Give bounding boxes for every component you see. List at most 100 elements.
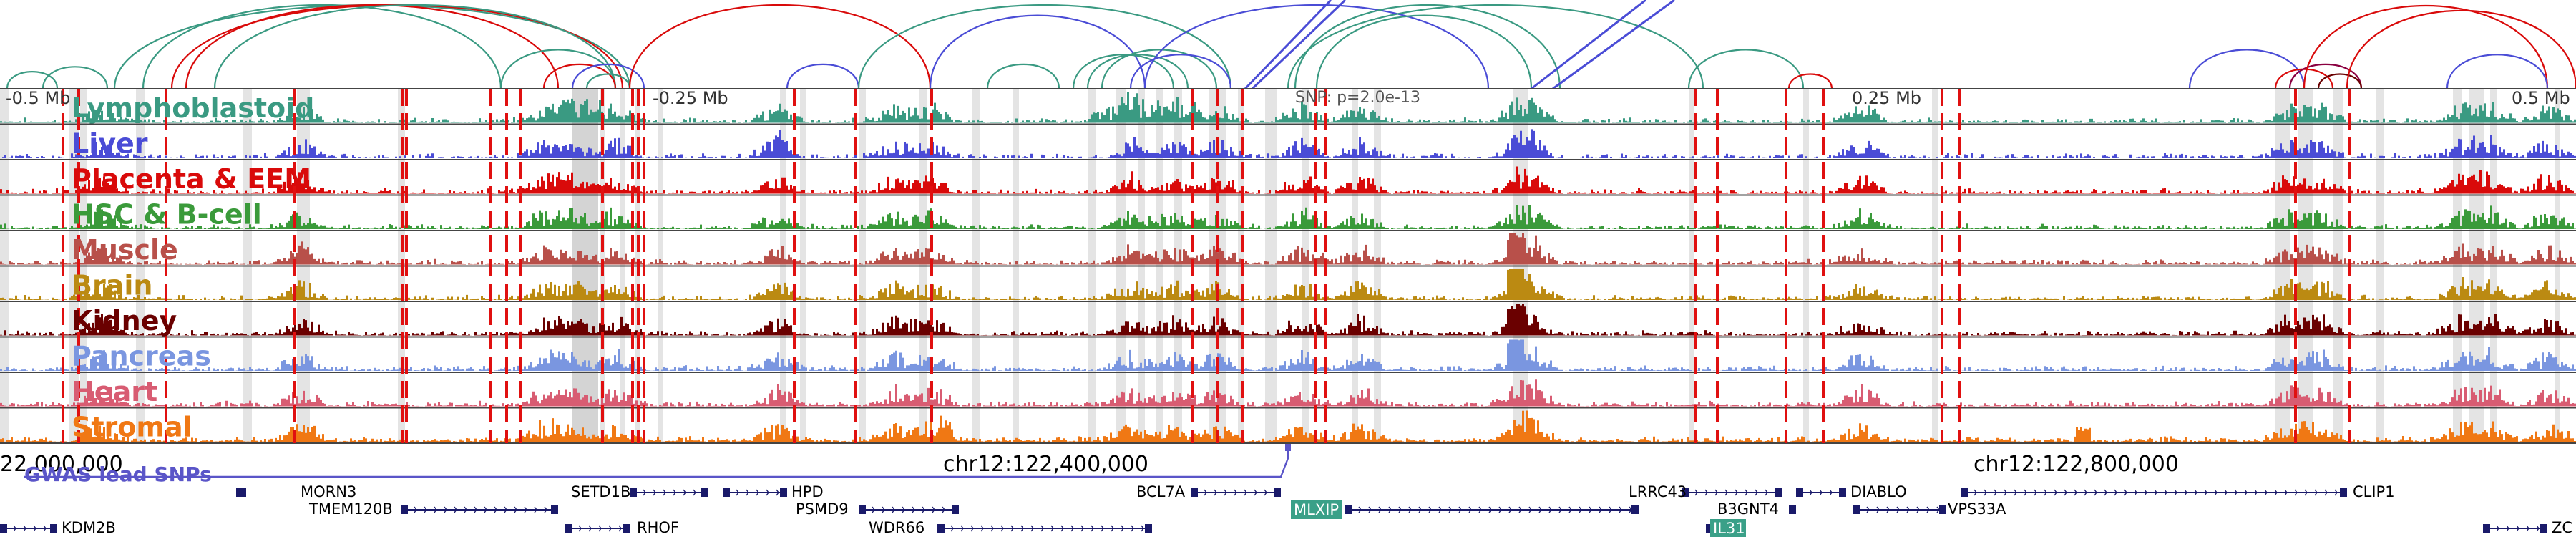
strand-chevron [1438, 506, 1442, 513]
track-label-0: Lymphoblastoid [72, 92, 314, 124]
gwas-bracket [24, 448, 1289, 478]
strand-chevron [932, 506, 935, 513]
strand-chevron [1896, 506, 1900, 513]
gene-clip1[interactable]: CLIP1 [1961, 483, 2395, 500]
strand-chevron [1091, 525, 1094, 532]
gene-exon [2340, 488, 2347, 497]
gene-il31[interactable]: IL31 [1706, 519, 1746, 537]
strand-chevron [1458, 506, 1462, 513]
strand-chevron [1101, 525, 1104, 532]
strand-chevron [2144, 489, 2147, 496]
strand-chevron [1020, 525, 1024, 532]
loop-arc [786, 63, 860, 90]
gene-exon [1706, 524, 1713, 533]
strand-chevron [1589, 506, 1592, 513]
gene-b3gnt4[interactable]: B3GNT4 [1717, 500, 1796, 518]
track-label-8: Heart [72, 376, 157, 407]
loop-arc [585, 73, 631, 90]
gene-diablo[interactable]: DIABLO [1796, 483, 1907, 500]
gene-psmd9[interactable]: PSMD9 [796, 500, 959, 518]
gene-wdr66[interactable]: WDR66 [869, 519, 1152, 536]
strand-chevron [746, 489, 749, 496]
strand-chevron [2506, 525, 2509, 532]
strand-chevron [980, 525, 984, 532]
strand-chevron [1538, 506, 1542, 513]
strand-chevron [683, 489, 686, 496]
strand-chevron [414, 506, 417, 513]
signal-2 [0, 166, 2576, 194]
gene-exon [630, 488, 637, 497]
strand-chevron [970, 525, 974, 532]
strand-chevron [653, 489, 656, 496]
strand-chevron [2184, 489, 2187, 496]
gene-tmem120b[interactable]: TMEM120B [308, 500, 558, 518]
strand-chevron [1886, 506, 1890, 513]
loop-arc [1787, 73, 1833, 90]
loop-arc [185, 4, 560, 90]
strand-chevron [1745, 489, 1748, 496]
gene-kdm2b[interactable]: KDM2B [0, 519, 116, 536]
strand-chevron [1548, 506, 1552, 513]
strand-chevron [960, 525, 964, 532]
gene-rhof[interactable]: RHOF [565, 519, 679, 536]
loop-arc [1143, 4, 1490, 90]
gene-setd1b[interactable]: SETD1B [571, 483, 708, 500]
strand-chevron [2094, 489, 2097, 496]
strand-chevron [1518, 506, 1522, 513]
lead-snp-dashed-lines [62, 89, 2351, 443]
gene-morn3[interactable]: MORN3 [236, 483, 356, 500]
snp-pvalue-annotation: SNP: p=2.0e-13 [1295, 89, 1420, 107]
strand-chevron [2536, 525, 2540, 532]
gene-exon [1682, 488, 1689, 497]
gene-exon [723, 488, 730, 497]
strand-chevron [2164, 489, 2167, 496]
signal-8 [0, 379, 2576, 407]
strand-chevron [43, 525, 47, 532]
gene-label: BCL7A [1136, 483, 1186, 500]
strand-chevron [598, 525, 602, 532]
loop-arc [170, 4, 624, 90]
strand-chevron [1131, 525, 1134, 532]
gene-hpd[interactable]: HPD [723, 483, 824, 500]
strand-chevron [494, 506, 497, 513]
strand-chevron [2044, 489, 2047, 496]
gene-exon [1939, 505, 1946, 514]
strand-chevron [444, 506, 447, 513]
gene-exon [1274, 488, 1281, 497]
loop-arc [628, 4, 932, 90]
coord-label-right: chr12:122,800,000 [1974, 452, 2179, 477]
gene-mlxip[interactable]: MLXIP [1291, 500, 1639, 519]
gene-zc[interactable]: ZC [2483, 519, 2572, 536]
strand-chevron [1528, 506, 1532, 513]
gene-exon [623, 524, 630, 533]
signal-7 [0, 339, 2576, 371]
strand-chevron [1714, 489, 1718, 496]
gene-label: CLIP1 [2353, 483, 2395, 500]
gene-vps33a[interactable]: VPS33A [1853, 500, 2006, 518]
strand-chevron [942, 506, 945, 513]
strand-chevron [1809, 489, 1813, 496]
strand-chevron [1829, 489, 1833, 496]
gene-exon [551, 505, 558, 514]
strand-chevron [1579, 506, 1582, 513]
strand-chevron [1765, 489, 1768, 496]
gene-bcl7a[interactable]: BCL7A [1136, 483, 1281, 500]
strand-chevron [1050, 525, 1054, 532]
gene-label: DIABLO [1850, 483, 1907, 500]
strand-chevron [872, 506, 875, 513]
strand-chevron [693, 489, 696, 496]
gene-lrrc43[interactable]: LRRC43 [1629, 483, 1782, 500]
strand-chevron [1040, 525, 1044, 532]
gene-exon [1775, 488, 1782, 497]
track-label-1: Liver [72, 128, 148, 160]
strand-chevron [1984, 489, 1987, 496]
strand-chevron [2284, 489, 2288, 496]
tick-label-minus-0-5: -0.5 Mb [6, 88, 70, 108]
gene-exon [780, 488, 787, 497]
strand-chevron [2234, 489, 2238, 496]
strand-chevron [2134, 489, 2137, 496]
strand-chevron [1224, 489, 1227, 496]
strand-chevron [1488, 506, 1492, 513]
strand-chevron [1498, 506, 1502, 513]
track-label-9: Stromal [72, 412, 192, 443]
